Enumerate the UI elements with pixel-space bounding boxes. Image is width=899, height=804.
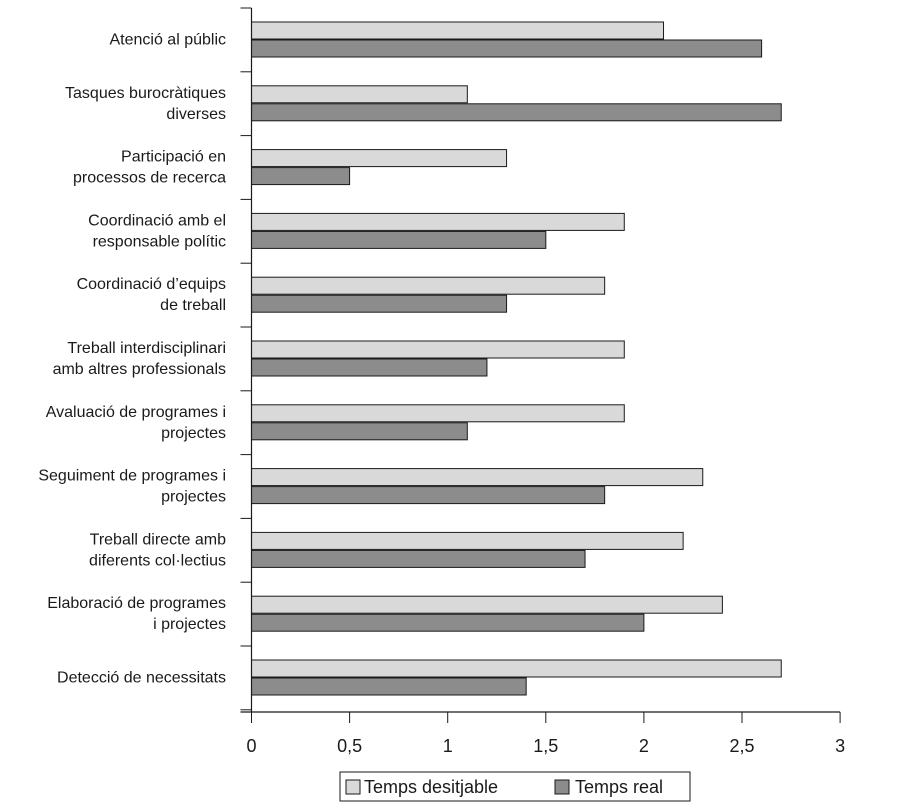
category-label: Treball directe amb bbox=[90, 531, 226, 548]
axes: 0 0,5 1 1,5 2 2,5 3 bbox=[240, 7, 845, 756]
bar-temps-desitjable bbox=[251, 21, 665, 40]
category-label: processos de recerca bbox=[73, 170, 226, 187]
bar-temps-real bbox=[251, 422, 468, 441]
category-label: projectes bbox=[161, 489, 226, 506]
category-labels: Atenció al públic Tasques burocràtiques di… bbox=[38, 32, 226, 687]
category-label: Participació en bbox=[121, 149, 226, 166]
bar-temps-desitjable bbox=[251, 212, 625, 231]
category-label: responsable polític bbox=[93, 233, 226, 250]
category-label: Coordinació amb el bbox=[88, 212, 226, 229]
bar-temps-real bbox=[251, 230, 547, 249]
x-tick-label: 0,5 bbox=[337, 736, 362, 756]
bar-temps-desitjable bbox=[251, 531, 684, 550]
bar-temps-real bbox=[251, 677, 527, 696]
category-label: Seguiment de programes i bbox=[38, 468, 226, 485]
bar-temps-desitjable bbox=[251, 659, 782, 678]
x-tick-label: 0 bbox=[246, 736, 256, 756]
legend-label-temps-desitjable: Temps desitjable bbox=[364, 777, 498, 797]
legend: Temps desitjable Temps real bbox=[339, 771, 691, 802]
x-tick-label: 1 bbox=[443, 736, 453, 756]
category-label: i projectes bbox=[153, 616, 226, 633]
category-label: Detecció de necessitats bbox=[57, 670, 226, 687]
bar-temps-real bbox=[251, 613, 645, 632]
bar-temps-real bbox=[251, 167, 351, 186]
legend-swatch-temps-desitjable bbox=[345, 779, 361, 795]
category-label: Treball interdisciplinari bbox=[67, 340, 226, 357]
legend-swatch-temps-real bbox=[554, 779, 570, 795]
bar-temps-desitjable bbox=[251, 149, 508, 168]
bar-temps-desitjable bbox=[251, 85, 468, 104]
bar-temps-real bbox=[251, 103, 782, 122]
bar-temps-desitjable bbox=[251, 595, 723, 614]
category-label: Coordinació d’equips bbox=[77, 276, 226, 293]
category-label: Tasques burocràtiques bbox=[65, 85, 226, 102]
category-label: Avaluació de programes i bbox=[46, 404, 226, 421]
bar-temps-real bbox=[251, 549, 586, 568]
bars bbox=[251, 21, 782, 696]
bar-temps-real bbox=[251, 39, 763, 58]
legend-label-temps-real: Temps real bbox=[575, 777, 663, 797]
category-label: de treball bbox=[160, 297, 226, 314]
category-label: Atenció al públic bbox=[109, 32, 226, 49]
legend-box bbox=[339, 771, 691, 802]
bar-temps-desitjable bbox=[251, 468, 704, 487]
category-label: diverses bbox=[166, 106, 226, 123]
bar-temps-real bbox=[251, 486, 606, 505]
bar-temps-desitjable bbox=[251, 276, 606, 295]
bar-temps-desitjable bbox=[251, 404, 625, 423]
bar-temps-real bbox=[251, 358, 488, 377]
x-tick-label: 1,5 bbox=[533, 736, 558, 756]
bar-temps-real bbox=[251, 294, 508, 313]
category-label: projectes bbox=[161, 425, 226, 442]
category-label: Elaboració de programes bbox=[47, 595, 226, 612]
x-tick-label: 2 bbox=[639, 736, 649, 756]
category-label: amb altres professionals bbox=[53, 361, 226, 378]
bar-temps-desitjable bbox=[251, 340, 625, 359]
x-tick-label: 3 bbox=[835, 736, 845, 756]
category-label: diferents col·lectius bbox=[89, 552, 226, 569]
x-tick-label: 2,5 bbox=[729, 736, 754, 756]
